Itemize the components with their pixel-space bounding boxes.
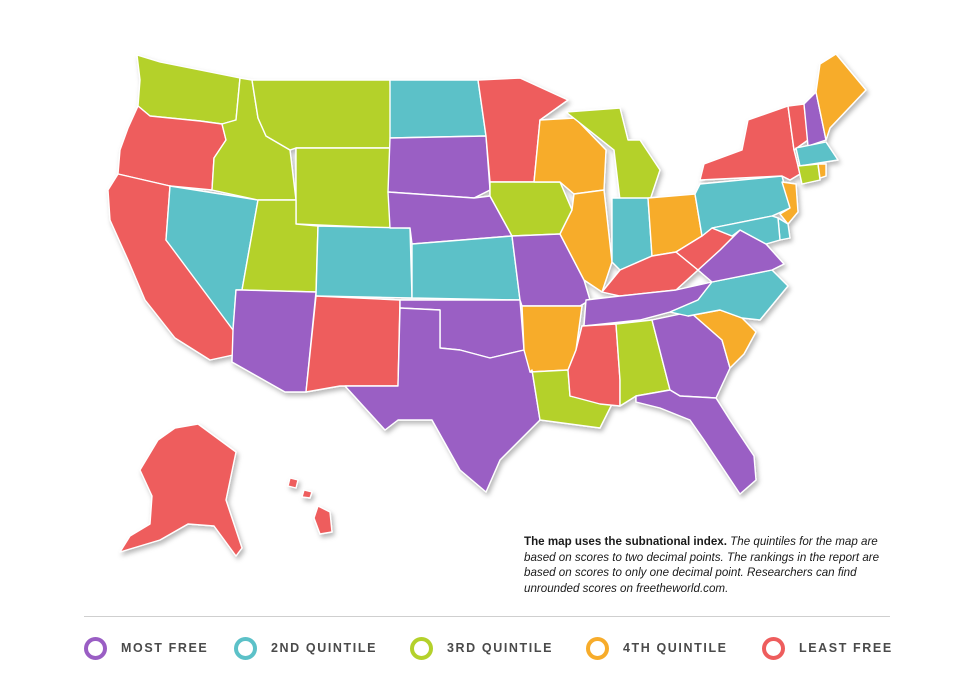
region-il	[559, 189, 613, 293]
legend-label: LEAST FREE	[799, 641, 893, 655]
region-tx	[344, 307, 541, 493]
legend-ring-icon	[84, 636, 107, 660]
region-nm	[305, 295, 401, 393]
region-wy	[295, 147, 393, 229]
region-me	[815, 53, 867, 141]
map-note-bold: The map uses the subnational index.	[524, 535, 727, 548]
region-md	[711, 215, 781, 245]
legend: MOST FREE 2ND QUINTILE 3RD QUINTILE 4TH …	[84, 634, 904, 664]
legend-item-2nd-quintile: 2ND QUINTILE	[234, 634, 377, 662]
legend-label: 2ND QUINTILE	[271, 641, 378, 655]
legend-ring-icon	[234, 636, 257, 660]
legend-ring-icon	[762, 636, 785, 660]
legend-item-3rd-quintile: 3RD QUINTILE	[410, 634, 553, 662]
region-sd	[387, 135, 491, 199]
legend-ring-icon	[410, 636, 433, 660]
region-ct	[797, 163, 821, 185]
map-note-italic: The quintiles for the map are based on s…	[524, 535, 880, 595]
map-note: The map uses the subnational index. The …	[524, 534, 904, 596]
region-ak	[119, 423, 243, 557]
legend-ring-icon	[586, 636, 609, 660]
legend-label: MOST FREE	[121, 641, 209, 655]
region-hi	[287, 477, 333, 535]
region-az	[231, 289, 317, 393]
legend-label: 3RD QUINTILE	[447, 641, 554, 655]
region-mi	[565, 107, 661, 201]
region-ri	[817, 163, 827, 179]
region-nd	[389, 79, 487, 139]
region-fl	[635, 389, 757, 495]
region-nc	[669, 269, 789, 321]
region-wa	[136, 54, 241, 125]
region-ks	[411, 235, 521, 301]
legend-item-most-free: MOST FREE	[84, 634, 208, 662]
region-co	[315, 225, 413, 299]
region-ny	[699, 105, 801, 181]
us-map	[107, 53, 867, 557]
region-ma	[795, 141, 839, 167]
legend-item-4th-quintile: 4TH QUINTILE	[586, 634, 728, 662]
legend-divider	[84, 616, 890, 617]
legend-label: 4TH QUINTILE	[623, 641, 728, 655]
region-mt	[251, 79, 393, 151]
legend-item-least-free: LEAST FREE	[762, 634, 893, 662]
